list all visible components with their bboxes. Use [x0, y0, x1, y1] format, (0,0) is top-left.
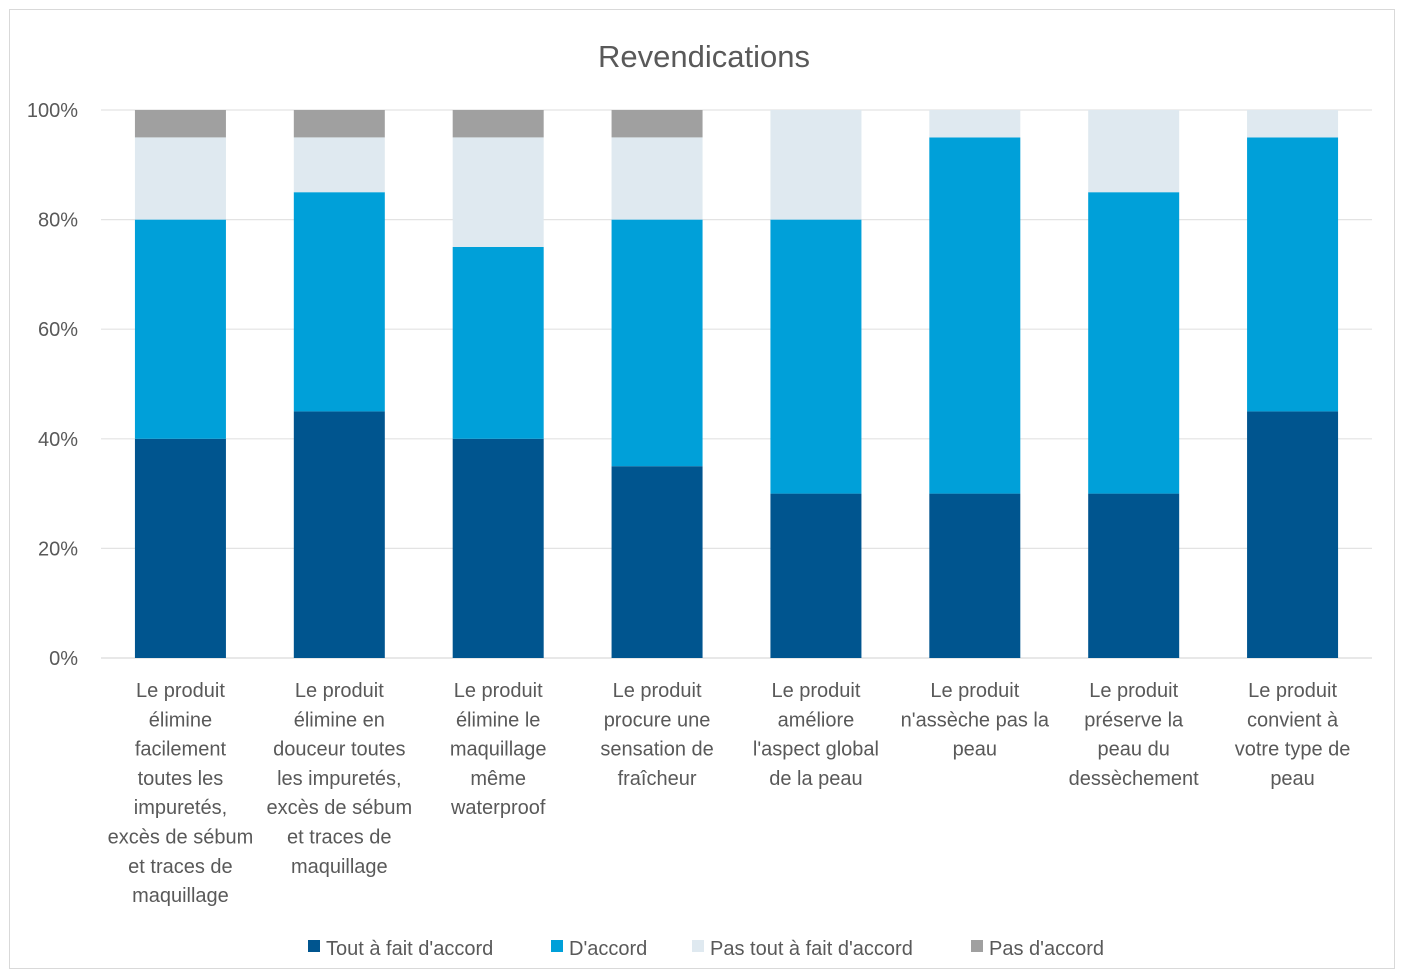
x-category-label: Le produit préserve la peau du dessèchement: [1069, 680, 1200, 790]
bar-segment: [452, 110, 544, 138]
x-category-label: Le produit convient à votre type de peau: [1235, 680, 1351, 790]
bar-segment: [1088, 493, 1180, 658]
y-tick-label: 80%: [38, 210, 78, 232]
x-category-label: Le produit élimine facilement toutes les imp…: [108, 680, 254, 907]
legend-label: Tout à fait d'accord: [326, 938, 493, 960]
bar-segment: [929, 110, 1021, 138]
bar-segment: [134, 110, 226, 138]
bar-segment: [293, 411, 385, 658]
bar-segment: [929, 137, 1021, 494]
x-category-label: Le produit améliore l'aspect global de la p…: [753, 680, 879, 790]
bar-segment: [134, 438, 226, 658]
bar-segment: [134, 219, 226, 439]
bar-segment: [293, 192, 385, 412]
bar-segment: [611, 137, 703, 220]
gridlines: [101, 109, 1372, 659]
y-tick-label: 20%: [38, 538, 78, 560]
x-category-label: Le produit procure une sensation de fraîche…: [600, 680, 713, 790]
bar-segment: [452, 438, 544, 658]
bar-segment: [293, 137, 385, 193]
legend-swatch: [551, 940, 563, 952]
bar-segment: [1247, 110, 1339, 138]
bar-segment: [929, 493, 1021, 658]
y-tick-label: 100%: [27, 100, 78, 122]
x-axis-labels: Le produit élimine facilement toutes les imp…: [108, 680, 1351, 907]
legend-label: Pas d'accord: [989, 938, 1104, 960]
x-category-label: Le produit élimine en douceur toutes les im…: [266, 680, 412, 878]
bar-segment: [1088, 110, 1180, 193]
bar-segment: [452, 247, 544, 439]
bar-segment: [770, 110, 862, 220]
bar-segment: [770, 493, 862, 658]
bar-segment: [611, 110, 703, 138]
bar-segment: [452, 137, 544, 247]
bar-segment: [293, 110, 385, 138]
bar-segment: [134, 137, 226, 220]
legend-label: Pas tout à fait d'accord: [710, 938, 913, 960]
legend-swatch: [308, 940, 320, 952]
legend-swatch: [971, 940, 983, 952]
bar-segment: [611, 466, 703, 658]
bar-segment: [1247, 411, 1339, 658]
bar-segment: [1247, 137, 1339, 412]
y-tick-label: 40%: [38, 429, 78, 451]
legend-swatch: [692, 940, 704, 952]
legend-label: D'accord: [569, 938, 647, 960]
y-tick-label: 0%: [49, 648, 78, 670]
x-category-label: Le produit élimine le maquillage même waterp…: [450, 680, 547, 819]
bar-segment: [770, 219, 862, 494]
x-category-label: Le produit n'assèche pas la peau: [901, 680, 1050, 761]
bar-segment: [1088, 192, 1180, 494]
y-tick-label: 60%: [38, 319, 78, 341]
y-axis-ticks: 0% 20% 40% 60% 80% 100%: [27, 100, 78, 670]
bar-segment: [611, 219, 703, 467]
chart-title: Revendications: [598, 39, 810, 74]
bars: [134, 110, 1339, 658]
legend: Tout à fait d'accord D'accord Pas tout à f…: [308, 938, 1104, 960]
